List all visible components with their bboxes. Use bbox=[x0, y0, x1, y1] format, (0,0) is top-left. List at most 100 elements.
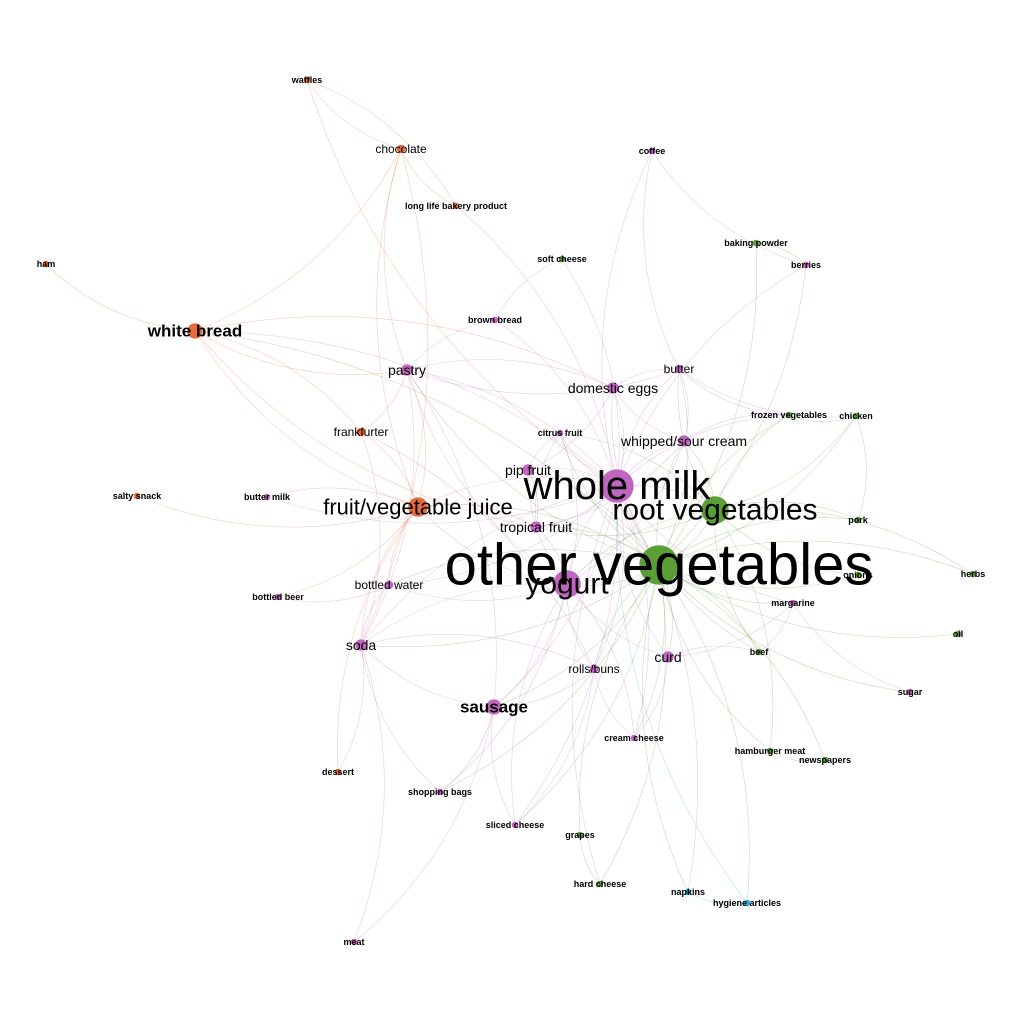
edge bbox=[194, 316, 614, 389]
node-sliced-cheese[interactable] bbox=[511, 821, 519, 829]
edge bbox=[658, 564, 859, 589]
edge bbox=[406, 369, 660, 566]
edge bbox=[514, 564, 660, 826]
edge bbox=[360, 485, 618, 646]
edge bbox=[360, 369, 408, 433]
node-long-life-bakery-product[interactable] bbox=[452, 202, 460, 210]
node-whipped-sour-cream[interactable] bbox=[677, 434, 691, 448]
node-label-salty-snack: salty snack bbox=[113, 491, 163, 501]
edge bbox=[360, 431, 381, 646]
node-salty-snack[interactable] bbox=[133, 492, 141, 500]
node-hygiene-articles[interactable] bbox=[743, 899, 751, 907]
node-bottled-water[interactable] bbox=[384, 580, 394, 590]
node-ham[interactable] bbox=[42, 260, 50, 268]
node-pork[interactable] bbox=[854, 516, 862, 524]
edge bbox=[376, 148, 419, 508]
node-grapes[interactable] bbox=[576, 831, 584, 839]
edge bbox=[360, 583, 568, 646]
edge bbox=[578, 564, 660, 836]
node-whole-milk[interactable] bbox=[599, 468, 635, 504]
edge bbox=[658, 564, 771, 752]
node-label-waffles: waffles bbox=[291, 75, 323, 85]
edge bbox=[667, 602, 794, 658]
node-tropical-fruit[interactable] bbox=[529, 520, 543, 534]
node-brown-bread[interactable] bbox=[491, 316, 499, 324]
node-herbs[interactable] bbox=[969, 570, 977, 578]
node-baking-powder[interactable] bbox=[752, 239, 760, 247]
node-curd[interactable] bbox=[661, 650, 675, 664]
node-berries[interactable] bbox=[802, 261, 810, 269]
node-margarine[interactable] bbox=[789, 599, 797, 607]
node-butter[interactable] bbox=[674, 364, 684, 374]
edge bbox=[535, 432, 561, 528]
edge bbox=[417, 476, 618, 508]
node-pip-fruit[interactable] bbox=[521, 463, 535, 477]
node-soda[interactable] bbox=[354, 638, 368, 652]
node-sausage[interactable] bbox=[485, 698, 503, 716]
node-label-dessert: dessert bbox=[322, 767, 354, 777]
edge bbox=[360, 506, 419, 646]
node-soft-cheese[interactable] bbox=[558, 255, 566, 263]
node-newspapers[interactable] bbox=[821, 756, 829, 764]
edge bbox=[714, 507, 974, 575]
edge bbox=[388, 583, 568, 601]
edge bbox=[714, 509, 774, 752]
node-bottled-beer[interactable] bbox=[274, 593, 282, 601]
edge bbox=[792, 602, 911, 693]
node-waffles[interactable] bbox=[303, 76, 311, 84]
node-chocolate[interactable] bbox=[396, 144, 406, 154]
edge bbox=[494, 319, 618, 487]
node-rolls-buns[interactable] bbox=[589, 664, 599, 674]
edge bbox=[579, 834, 601, 885]
node-root-vegetables[interactable] bbox=[700, 495, 730, 525]
edge bbox=[194, 330, 362, 433]
node-frozen-vegetables[interactable] bbox=[785, 411, 793, 419]
node-yogurt[interactable] bbox=[552, 569, 582, 599]
node-beef[interactable] bbox=[755, 648, 763, 656]
node-onions[interactable] bbox=[854, 571, 862, 579]
node-fruit-vegetable-juice[interactable] bbox=[407, 496, 429, 518]
node-dessert[interactable] bbox=[334, 768, 342, 776]
node-frankfurter[interactable] bbox=[356, 427, 366, 437]
edge bbox=[406, 369, 568, 585]
edge bbox=[593, 485, 625, 670]
edge bbox=[194, 330, 419, 508]
node-napkins[interactable] bbox=[684, 888, 692, 896]
node-sugar[interactable] bbox=[906, 688, 914, 696]
edge bbox=[490, 706, 516, 826]
node-label-oil: oil bbox=[953, 629, 964, 639]
node-other-vegetables[interactable] bbox=[638, 544, 680, 586]
node-chicken[interactable] bbox=[852, 412, 860, 420]
edge bbox=[306, 79, 402, 150]
edge bbox=[658, 368, 689, 566]
node-label-curd: curd bbox=[654, 649, 681, 665]
edge bbox=[714, 509, 859, 576]
node-butter-milk[interactable] bbox=[263, 493, 271, 501]
edge bbox=[641, 564, 689, 893]
edge bbox=[561, 258, 620, 487]
node-hamburger-meat[interactable] bbox=[766, 747, 774, 755]
node-white-bread[interactable] bbox=[186, 322, 204, 340]
node-shopping-bags[interactable] bbox=[436, 788, 444, 796]
edge bbox=[593, 668, 635, 739]
edge bbox=[755, 242, 807, 266]
node-cream-cheese[interactable] bbox=[630, 734, 638, 742]
node-coffee[interactable] bbox=[648, 147, 656, 155]
node-meat[interactable] bbox=[350, 938, 358, 946]
edge bbox=[616, 485, 698, 893]
edge bbox=[406, 359, 614, 389]
edge bbox=[612, 387, 685, 442]
edge bbox=[633, 564, 665, 739]
node-citrus-fruit[interactable] bbox=[556, 429, 564, 437]
node-domestic-eggs[interactable] bbox=[606, 381, 620, 395]
edge bbox=[658, 564, 911, 693]
edge bbox=[678, 368, 790, 416]
node-label-berries: berries bbox=[791, 260, 821, 270]
node-oil[interactable] bbox=[954, 630, 962, 638]
node-hard-cheese[interactable] bbox=[596, 880, 604, 888]
node-pastry[interactable] bbox=[400, 363, 414, 377]
node-label-fruit-vegetable-juice: fruit/vegetable juice bbox=[323, 495, 513, 520]
node-label-pip-fruit: pip fruit bbox=[505, 462, 551, 478]
